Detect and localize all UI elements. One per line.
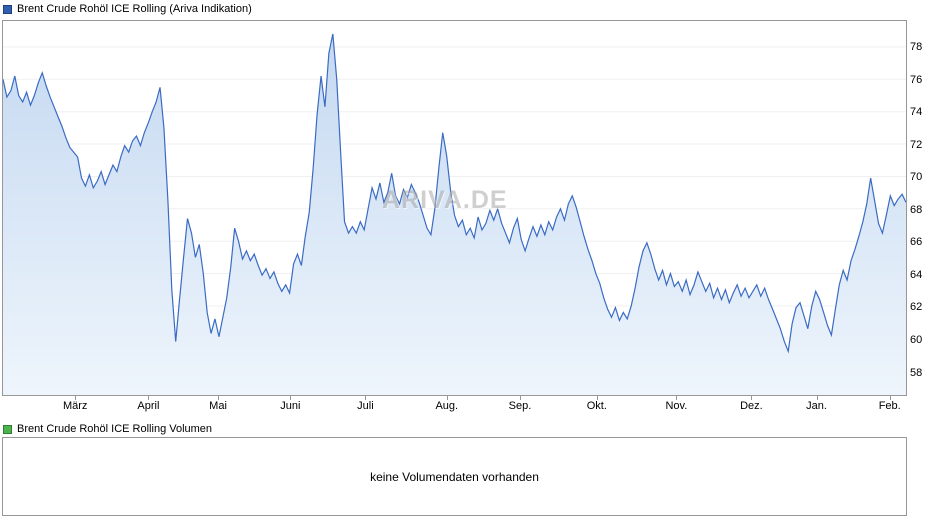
x-axis-tick bbox=[519, 396, 521, 400]
y-axis-label: 64 bbox=[910, 268, 923, 281]
x-axis-label: Sep. bbox=[508, 400, 532, 412]
x-axis-tick bbox=[676, 396, 678, 400]
x-axis-label: Okt. bbox=[586, 400, 607, 412]
y-axis-label: 72 bbox=[910, 138, 923, 151]
y-axis-label: 60 bbox=[910, 334, 923, 347]
volume-panel: keine Volumendaten vorhanden bbox=[2, 437, 907, 516]
x-axis-tick bbox=[446, 396, 448, 400]
x-axis-tick bbox=[596, 396, 598, 400]
y-axis: 58 60 62 64 66 68 70 72 74 76 78 bbox=[910, 21, 938, 395]
x-axis-label: April bbox=[137, 400, 160, 412]
y-axis-label: 74 bbox=[910, 106, 923, 119]
price-line bbox=[3, 33, 906, 354]
y-axis-label: 62 bbox=[910, 301, 923, 314]
price-chart-panel bbox=[2, 20, 907, 396]
y-axis-label: 70 bbox=[910, 171, 923, 184]
volume-legend-square-icon bbox=[3, 424, 12, 434]
x-axis-label: Mai bbox=[209, 400, 227, 412]
y-axis-label: 68 bbox=[910, 203, 923, 216]
y-axis-label: 78 bbox=[910, 41, 923, 54]
x-axis-tick bbox=[218, 396, 220, 400]
y-axis-label: 76 bbox=[910, 73, 923, 86]
x-axis: März April Mai Juni Juli Aug. Sep. Okt. Nov. Dez.… bbox=[2, 400, 906, 413]
price-area-fill bbox=[3, 33, 906, 395]
x-axis-tick bbox=[365, 396, 367, 400]
x-axis-tick bbox=[816, 396, 818, 400]
price-legend-square-icon bbox=[3, 4, 12, 14]
volume-empty-message: keine Volumendaten vorhanden bbox=[370, 469, 539, 484]
x-axis-tickmarks bbox=[2, 396, 906, 400]
x-axis-label: Aug. bbox=[435, 400, 459, 412]
x-axis-label: Feb. bbox=[878, 400, 901, 412]
x-axis-tick bbox=[751, 396, 753, 400]
x-axis-tick bbox=[148, 396, 150, 400]
x-axis-label: Juni bbox=[280, 400, 301, 412]
x-axis-tick bbox=[75, 396, 77, 400]
volume-legend-label: Brent Crude Rohöl ICE Rolling Volumen bbox=[17, 423, 213, 435]
price-legend-label: Brent Crude Rohöl ICE Rolling (Ariva Ind… bbox=[17, 3, 252, 15]
price-chart bbox=[3, 33, 906, 395]
x-axis-label: Dez. bbox=[740, 400, 763, 412]
volume-legend: Brent Crude Rohöl ICE Rolling Volumen bbox=[3, 423, 212, 435]
x-axis-label: März bbox=[62, 400, 88, 412]
x-axis-label: Nov. bbox=[665, 400, 688, 412]
x-axis-label: Jan. bbox=[806, 400, 827, 412]
y-axis-label: 66 bbox=[910, 236, 923, 249]
x-axis-label: Juli bbox=[357, 400, 374, 412]
x-axis-tick bbox=[889, 396, 891, 400]
y-axis-label: 58 bbox=[910, 366, 923, 379]
x-axis-tick bbox=[290, 396, 292, 400]
price-legend: Brent Crude Rohöl ICE Rolling (Ariva Ind… bbox=[3, 3, 252, 15]
